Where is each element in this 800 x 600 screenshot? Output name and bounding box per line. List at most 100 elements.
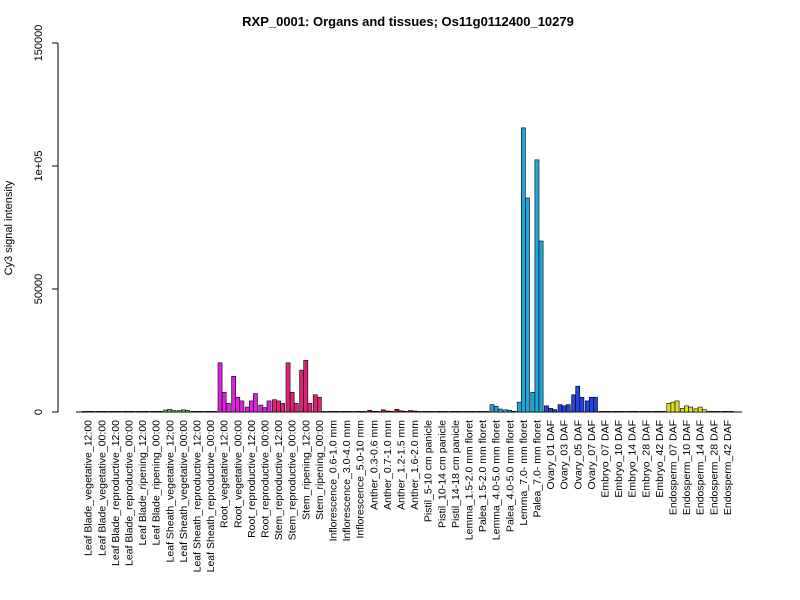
bar xyxy=(606,411,612,413)
bar xyxy=(344,411,349,413)
bar xyxy=(697,406,703,413)
bar xyxy=(190,411,196,413)
bar xyxy=(552,409,557,413)
bar xyxy=(293,403,299,413)
bar xyxy=(113,411,118,413)
bar xyxy=(99,411,105,413)
bar xyxy=(316,396,322,413)
bar xyxy=(412,410,417,413)
x-category-label: Leaf Blade_ripening_12:00 xyxy=(137,420,149,546)
bar xyxy=(367,409,373,413)
bar xyxy=(303,360,309,413)
x-category-label: Ovary_01 DAF xyxy=(545,420,557,489)
bar xyxy=(249,400,254,413)
x-category-label: Lemma_1.5-2.0 mm floret xyxy=(463,420,475,540)
bar xyxy=(149,411,155,413)
x-category-label: Leaf Sheath_vegetative_12:00 xyxy=(164,420,176,563)
y-axis-label: Cy3 signal intensity xyxy=(3,180,15,275)
x-category-label: Root_vegetative_00:00 xyxy=(232,420,244,528)
x-category-label: Stem_ripening_00:00 xyxy=(314,420,326,520)
x-category-label: Anther_1.2-1.5 mm xyxy=(395,420,407,510)
bar xyxy=(652,411,658,413)
bar xyxy=(361,411,367,413)
bar xyxy=(225,403,231,413)
bar xyxy=(330,411,336,413)
x-category-label: Palea_1.5-2.0 mm floret xyxy=(477,420,489,532)
bar xyxy=(326,411,332,413)
bar xyxy=(194,411,200,413)
bar xyxy=(561,405,567,413)
x-category-label: Root_reproductive_00:00 xyxy=(259,420,271,538)
bar xyxy=(258,404,264,413)
bar xyxy=(276,400,281,413)
bar xyxy=(307,403,313,413)
bar xyxy=(231,376,237,413)
bar xyxy=(153,411,159,413)
x-category-label: Endosperm_10 DAF xyxy=(681,420,693,515)
bar xyxy=(108,411,114,413)
x-category-label: Pistil_5-10 cm panicle xyxy=(423,420,435,522)
bar xyxy=(443,411,449,413)
bar xyxy=(253,393,258,413)
bar xyxy=(235,396,241,413)
bar xyxy=(285,362,291,413)
bar xyxy=(334,411,340,413)
bar xyxy=(266,400,272,413)
x-category-label: Leaf Sheath_reproductive_00:00 xyxy=(205,420,217,573)
bar xyxy=(511,410,517,413)
bar xyxy=(525,197,530,413)
bar xyxy=(176,410,182,413)
bar xyxy=(371,410,377,413)
x-category-label: Anther_0.7-1.0 mm xyxy=(382,420,394,510)
x-category-label: Endosperm_42 DAF xyxy=(722,420,734,515)
bar xyxy=(85,411,91,413)
bar xyxy=(674,400,680,413)
bar xyxy=(715,411,721,413)
bar xyxy=(171,410,177,413)
bar xyxy=(321,411,326,413)
bar xyxy=(516,401,522,413)
bar xyxy=(602,411,608,413)
y-tick-label: 0 xyxy=(33,409,45,415)
bar xyxy=(688,406,693,413)
x-category-label: Anther_0.3-0.6 mm xyxy=(368,420,380,510)
bar xyxy=(136,411,141,413)
bar xyxy=(620,411,625,413)
bar xyxy=(503,409,509,413)
bar xyxy=(380,409,386,413)
y-axis: 0 50000 1e+05 150000 xyxy=(33,25,59,415)
x-category-label: Endosperm_28 DAF xyxy=(708,420,720,515)
bar xyxy=(244,406,250,413)
bar xyxy=(312,394,318,413)
bar xyxy=(181,409,186,413)
bar xyxy=(95,411,100,413)
bar xyxy=(670,401,676,413)
bar xyxy=(122,411,128,413)
bar xyxy=(262,407,268,413)
bar xyxy=(457,411,462,413)
x-category-label: Palea_4.0-5.0 mm floret xyxy=(504,420,516,532)
bar xyxy=(538,240,544,413)
x-category-label: Palea_7.0- mm floret xyxy=(531,420,543,518)
bar xyxy=(81,411,87,413)
bar xyxy=(633,411,639,413)
bars xyxy=(81,127,734,413)
bar xyxy=(593,396,598,413)
bar xyxy=(575,385,581,413)
x-category-label: Lemma_4.0-5.0 mm floret xyxy=(491,420,503,540)
x-category-label: Embryo_14 DAF xyxy=(627,420,639,498)
bar xyxy=(476,411,481,413)
bar xyxy=(711,411,717,413)
bar xyxy=(425,411,431,413)
x-category-label: Endosperm_07 DAF xyxy=(667,420,679,515)
bar xyxy=(408,410,413,413)
bar xyxy=(629,411,635,413)
bar xyxy=(466,411,472,413)
bar xyxy=(389,411,394,413)
bar xyxy=(217,362,223,413)
bar xyxy=(140,411,145,413)
bar xyxy=(272,399,277,413)
bar xyxy=(520,127,526,413)
bar xyxy=(462,411,468,413)
bar xyxy=(656,411,662,413)
